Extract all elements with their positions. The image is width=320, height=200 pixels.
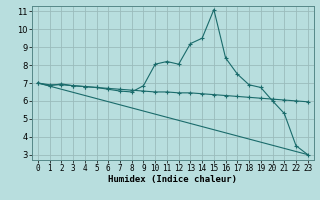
X-axis label: Humidex (Indice chaleur): Humidex (Indice chaleur): [108, 175, 237, 184]
